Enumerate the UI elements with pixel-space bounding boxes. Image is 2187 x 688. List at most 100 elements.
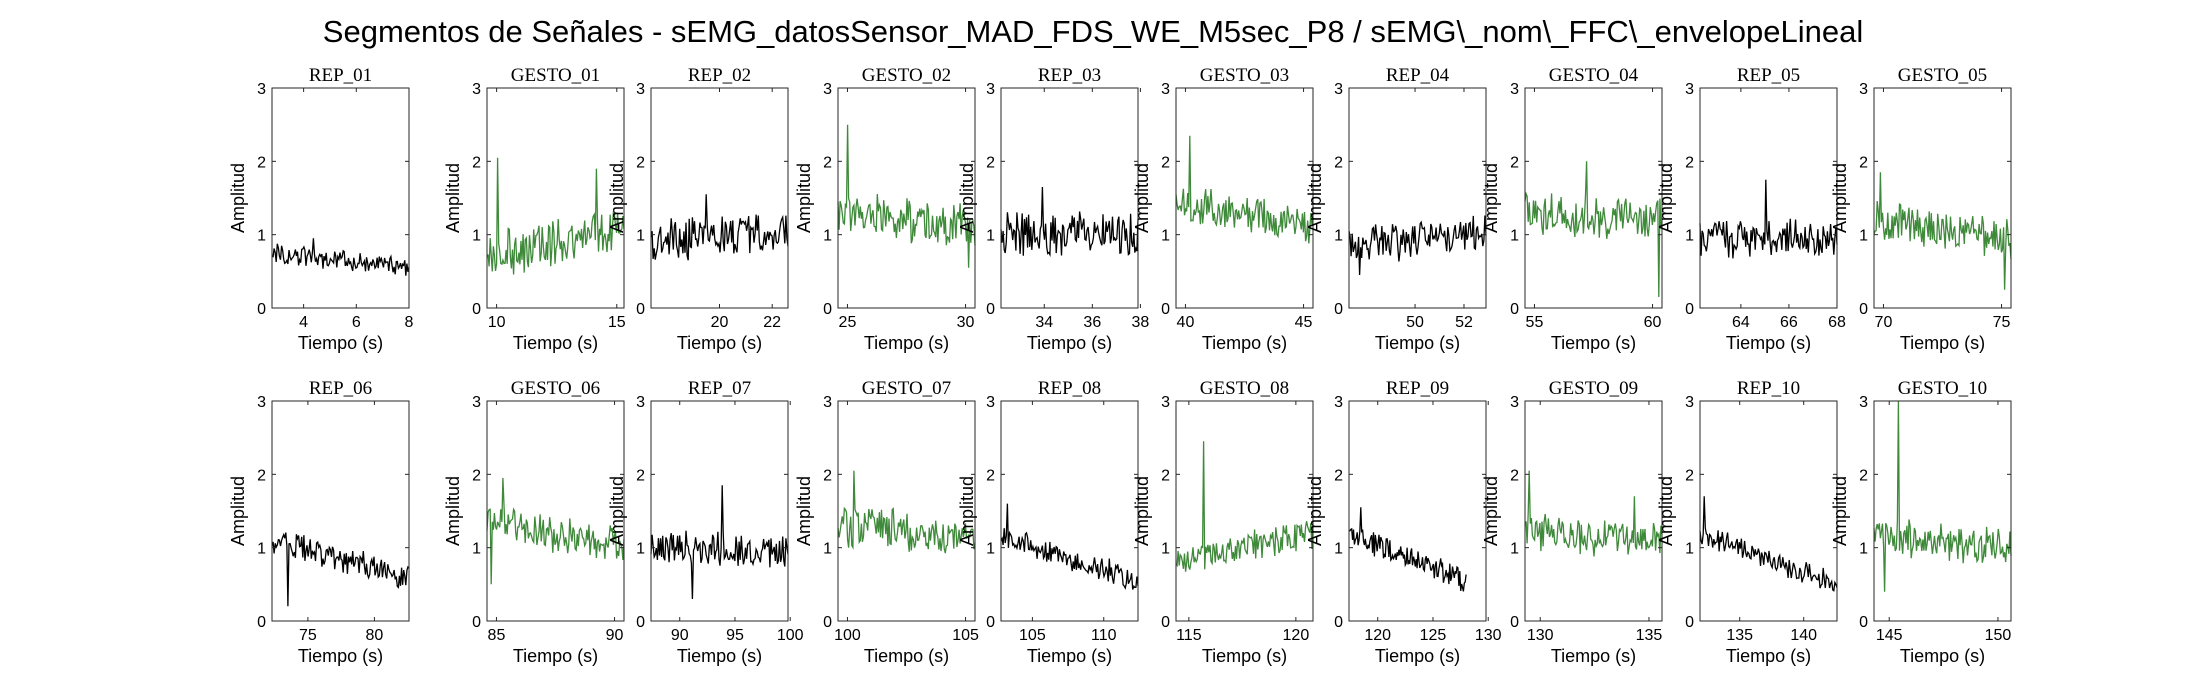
x-tick-label: 75 [1993,314,2011,331]
y-tick-label: 2 [986,467,995,484]
y-tick-label: 2 [636,467,645,484]
x-tick-label: 25 [839,314,857,331]
y-axis-label: Amplitud [607,476,627,546]
y-tick-label: 2 [1161,154,1170,171]
x-tick-label: 34 [1035,314,1053,331]
y-axis-label: Amplitud [228,163,248,233]
x-axis-label: Tiempo (s) [1900,333,1985,353]
y-axis-label: Amplitud [957,476,977,546]
x-axis-label: Tiempo (s) [1027,646,1112,666]
y-tick-label: 1 [1859,541,1868,558]
y-axis-label: Amplitud [1656,163,1676,233]
x-tick-label: 125 [1420,627,1447,644]
y-tick-label: 1 [1334,541,1343,558]
x-tick-label: 100 [777,627,804,644]
y-tick-label: 1 [1510,228,1519,245]
x-tick-label: 55 [1526,314,1544,331]
subplot-title: GESTO_01 [511,65,600,86]
y-tick-label: 2 [1510,467,1519,484]
y-tick-label: 2 [1161,467,1170,484]
x-tick-label: 130 [1475,627,1502,644]
x-axis-label: Tiempo (s) [1027,333,1112,353]
axes-box [486,400,625,622]
x-tick-label: 6 [352,314,361,331]
x-tick-label: 36 [1083,314,1101,331]
x-tick-label: 105 [952,627,979,644]
subplot-gesto-05: GESTO_05 0 1 2 3 70 75 Tiempo (s) Amplitud [1830,65,2012,353]
y-tick-label: 2 [1685,467,1694,484]
y-tick-label: 1 [1685,228,1694,245]
subplot-title: GESTO_10 [1898,378,1987,399]
y-tick-label: 3 [986,394,995,411]
y-tick-label: 2 [986,154,995,171]
signal-line [650,485,789,600]
x-tick-label: 135 [1636,627,1663,644]
y-axis-label: Amplitud [1830,476,1850,546]
y-tick-label: 0 [1510,301,1519,318]
x-tick-label: 68 [1828,314,1846,331]
y-tick-label: 0 [1685,614,1694,631]
axes-box [837,400,976,622]
x-tick-label: 120 [1283,627,1310,644]
x-tick-label: 20 [711,314,729,331]
y-tick-label: 0 [472,614,481,631]
y-tick-label: 2 [1334,467,1343,484]
subplot-gesto-03: GESTO_03 0 1 2 3 40 45 Tiempo (s) Amplitud [1132,65,1314,353]
y-tick-label: 1 [986,541,995,558]
subplot-rep-05: REP_05 0 1 2 3 64 66 68 Tiempo (s) Amplitud [1656,65,1846,353]
subplot-title: REP_01 [309,65,372,86]
y-tick-label: 1 [1161,541,1170,558]
x-axis-label: Tiempo (s) [298,646,383,666]
x-tick-label: 70 [1875,314,1893,331]
axes-box [837,87,976,309]
y-tick-label: 3 [1859,394,1868,411]
y-tick-label: 1 [1685,541,1694,558]
y-tick-label: 0 [1859,301,1868,318]
y-tick-label: 2 [1859,154,1868,171]
y-tick-label: 0 [636,301,645,318]
subplot-rep-07: REP_07 0 1 2 3 90 95 100 Tiempo (s) Amplitud [607,378,804,666]
signal-line [837,470,976,554]
axes-box [271,87,410,309]
y-tick-label: 3 [472,394,481,411]
subplot-rep-06: REP_06 0 1 2 3 75 80 Tiempo (s) Amplitud [228,378,410,666]
x-axis-label: Tiempo (s) [677,333,762,353]
y-tick-label: 1 [1334,228,1343,245]
y-tick-label: 1 [1161,228,1170,245]
subplot-gesto-04: GESTO_04 0 1 2 3 55 60 Tiempo (s) Amplitud [1481,65,1663,353]
subplot-title: GESTO_03 [1200,65,1289,86]
subplot-title: REP_09 [1386,378,1449,399]
axes-box [1699,400,1838,622]
y-tick-label: 2 [472,467,481,484]
x-tick-label: 110 [1091,627,1117,644]
y-tick-label: 1 [1859,228,1868,245]
y-tick-label: 2 [1859,467,1868,484]
subplot-title: REP_10 [1737,378,1800,399]
x-tick-label: 4 [299,314,308,331]
subplot-title: REP_03 [1038,65,1101,86]
x-axis-label: Tiempo (s) [1202,333,1287,353]
x-axis-label: Tiempo (s) [513,646,598,666]
subplot-title: GESTO_09 [1549,378,1638,399]
y-axis-label: Amplitud [1132,476,1152,546]
y-axis-label: Amplitud [607,163,627,233]
subplot-title: REP_05 [1737,65,1800,86]
subplot-title: REP_07 [688,378,751,399]
x-tick-label: 135 [1726,627,1753,644]
y-tick-label: 0 [1685,301,1694,318]
y-tick-label: 3 [257,394,266,411]
y-tick-label: 3 [257,81,266,98]
y-tick-label: 2 [257,154,266,171]
y-axis-label: Amplitud [228,476,248,546]
y-axis-label: Amplitud [794,476,814,546]
x-tick-label: 90 [671,627,689,644]
x-tick-label: 85 [488,627,506,644]
signal-line [837,124,976,268]
subplot-title: REP_04 [1386,65,1450,86]
x-tick-label: 8 [405,314,414,331]
x-tick-label: 145 [1876,627,1903,644]
x-axis-label: Tiempo (s) [1551,646,1636,666]
subplot-rep-09: REP_09 0 1 2 3 120 125 130 Tiempo (s) Amplitud [1305,378,1502,666]
